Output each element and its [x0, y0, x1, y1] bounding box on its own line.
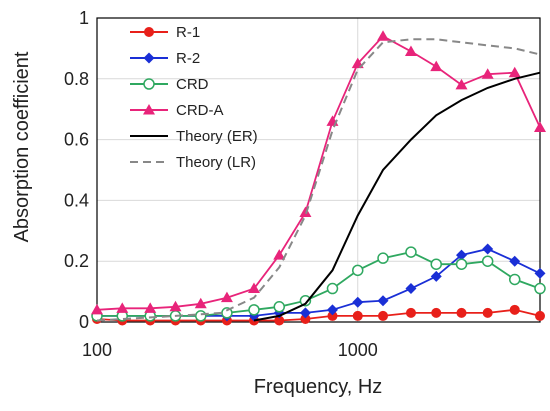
- y-tick-label: 0.8: [64, 69, 89, 89]
- y-tick-label: 1: [79, 8, 89, 28]
- data-point: [299, 294, 312, 307]
- data-point: [377, 295, 389, 307]
- data-point: [535, 310, 545, 321]
- data-point: [116, 302, 129, 313]
- data-point: [352, 296, 364, 308]
- data-point: [456, 307, 467, 318]
- data-point: [430, 60, 443, 72]
- x-axis-label: Frequency, Hz: [254, 376, 383, 398]
- series-line: [96, 38, 541, 322]
- y-axis-label: Absorption coefficient: [11, 51, 33, 242]
- legend-entry: Theory (LR): [130, 154, 256, 171]
- data-point: [144, 302, 157, 313]
- legend-entry: CRD: [130, 76, 209, 93]
- data-point: [534, 282, 546, 295]
- data-point: [430, 270, 442, 282]
- data-point: [377, 252, 389, 264]
- data-point: [430, 258, 442, 270]
- data-point: [405, 307, 416, 318]
- data-point: [299, 307, 311, 319]
- series-theory-er: [253, 71, 541, 322]
- axes: [96, 17, 541, 323]
- series-crd: [91, 246, 546, 322]
- y-tick-label: 0.2: [64, 251, 89, 271]
- legend-entry: R-1: [130, 24, 200, 41]
- legend-entry: Theory (ER): [130, 128, 258, 145]
- series-theory-lr: [96, 38, 541, 322]
- data-point: [431, 307, 442, 318]
- data-point: [482, 243, 494, 255]
- data-point: [273, 301, 286, 313]
- legend-swatch-marker: [143, 52, 155, 64]
- data-point: [352, 310, 363, 321]
- legend-swatch-marker: [144, 27, 154, 37]
- data-point: [221, 307, 233, 319]
- data-point: [534, 121, 546, 132]
- tick-labels: 0 0.2 0.4 0.6 0.8 1 100 1000: [64, 8, 378, 360]
- data-point: [482, 307, 493, 318]
- data-point: [455, 78, 468, 90]
- legend-entry: CRD-A: [130, 102, 224, 119]
- data-point: [220, 291, 233, 303]
- data-point: [299, 206, 312, 218]
- data-point: [509, 304, 520, 315]
- x-tick-label: 100: [82, 340, 112, 360]
- series-crd-a: [91, 30, 546, 315]
- plot-frame: [96, 17, 541, 323]
- data-point: [405, 283, 417, 295]
- legend: R-1 R-2 CRD CRD-A Theory (ER) Theory (LR): [130, 24, 258, 171]
- data-point: [508, 273, 521, 286]
- data-point: [481, 68, 494, 79]
- data-point: [508, 66, 521, 78]
- data-point: [378, 310, 389, 321]
- x-tick-label: 1000: [338, 340, 378, 360]
- data-point: [456, 249, 468, 261]
- series-line: [97, 248, 541, 317]
- data-point: [194, 297, 207, 309]
- y-tick-label: 0.6: [64, 130, 89, 150]
- legend-label: CRD: [176, 76, 209, 93]
- data-point: [273, 249, 286, 260]
- legend-entry: R-2: [130, 50, 200, 67]
- data-point: [326, 282, 339, 295]
- data-point: [195, 310, 207, 322]
- series-layer: [91, 30, 546, 326]
- legend-label: R-1: [176, 24, 200, 41]
- data-point: [509, 255, 521, 267]
- legend-swatch-marker: [143, 104, 155, 115]
- data-point: [169, 300, 182, 312]
- y-tick-label: 0.4: [64, 190, 89, 210]
- legend-label: Theory (LR): [176, 154, 256, 171]
- series-line: [253, 71, 541, 322]
- data-point: [405, 246, 417, 258]
- data-point: [91, 303, 103, 315]
- data-point: [326, 304, 338, 316]
- data-point: [455, 258, 468, 270]
- data-point: [481, 255, 494, 267]
- legend-swatch-marker: [143, 78, 155, 90]
- series-r-2: [91, 243, 546, 322]
- data-point: [247, 282, 260, 294]
- y-tick-label: 0: [79, 312, 89, 332]
- series-line: [96, 35, 541, 311]
- legend-label: CRD-A: [176, 102, 224, 119]
- legend-label: Theory (ER): [176, 128, 258, 145]
- data-point: [377, 30, 390, 41]
- legend-label: R-2: [176, 50, 200, 67]
- data-point: [248, 304, 260, 316]
- data-point: [351, 264, 364, 277]
- data-point: [534, 267, 546, 279]
- data-point: [404, 45, 417, 56]
